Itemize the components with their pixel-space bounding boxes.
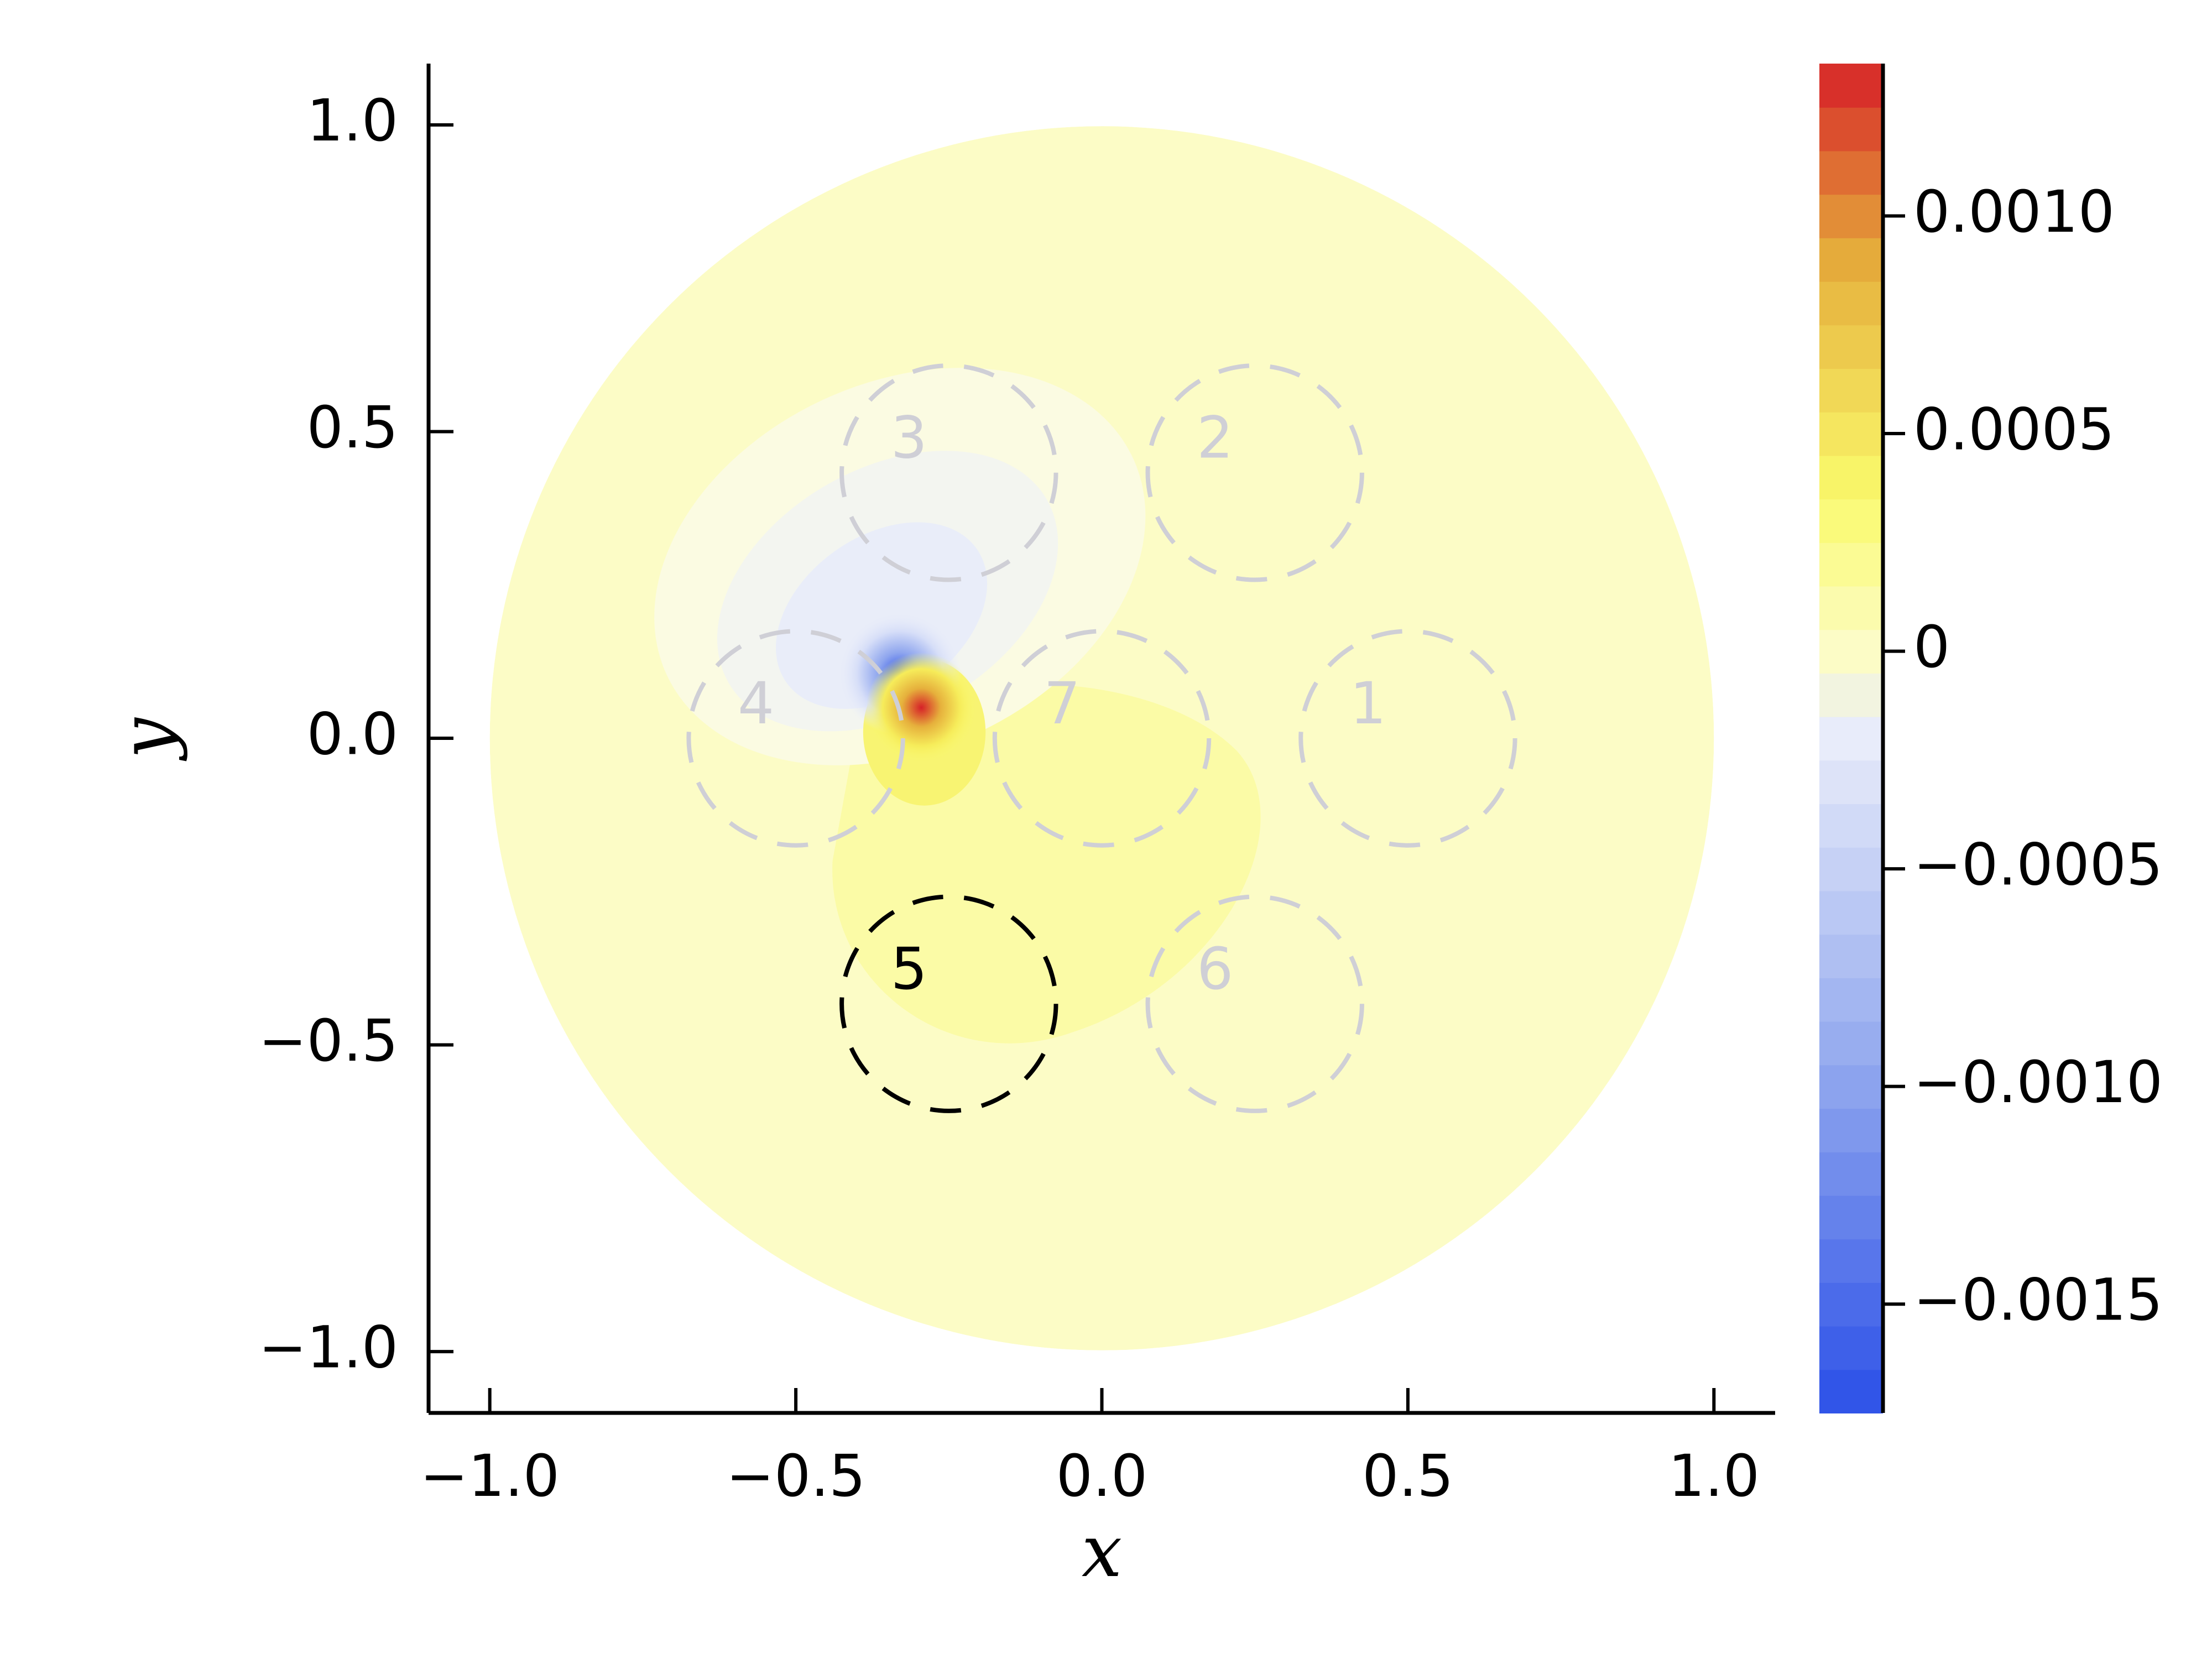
colorbar-band <box>1819 760 1883 805</box>
colorbar-band <box>1819 934 1883 978</box>
x-tick-label: 0.0 <box>1056 1442 1147 1510</box>
colorbar-band <box>1819 411 1883 456</box>
inclusion-circle-3 <box>839 363 1058 582</box>
x-axis-title: x <box>1082 1509 1122 1593</box>
colorbar-tick-label: −0.0015 <box>1913 1266 2163 1334</box>
inclusion-label-4: 4 <box>738 670 774 737</box>
colorbar-band <box>1819 325 1883 369</box>
colorbar-tick-label: 0.0005 <box>1913 395 2115 463</box>
colorbar-band <box>1819 1326 1883 1370</box>
colorbar-band <box>1819 64 1883 108</box>
colorbar-band <box>1819 586 1883 630</box>
colorbar-tick-label: −0.0005 <box>1913 831 2163 898</box>
y-tick-label: 0.5 <box>307 394 398 461</box>
colorbar: 0.0010 0.0005 0 −0.0005 −0.0010 −0.0015 <box>1819 64 2163 1413</box>
colorbar-band <box>1819 804 1883 848</box>
x-axis-ticks: −1.0 −0.5 0.0 0.5 1.0 <box>420 1388 1760 1510</box>
axes: −1.0 −0.5 0.0 0.5 1.0 −1.0 −0.5 0.0 0.5 1.0 x y <box>105 64 1775 1593</box>
inclusion-circle-1 <box>1298 629 1517 848</box>
y-tick-label: 1.0 <box>307 87 398 154</box>
inclusion-circle-6 <box>1145 894 1364 1113</box>
colorbar-band <box>1819 150 1883 195</box>
y-axis-title: y <box>105 717 189 761</box>
inclusion-circle-5 <box>839 894 1058 1113</box>
colorbar-band <box>1819 1151 1883 1196</box>
colorbar-band <box>1819 107 1883 152</box>
inclusion-label-7: 7 <box>1044 670 1080 737</box>
colorbar-band <box>1819 629 1883 674</box>
y-axis-ticks: −1.0 −0.5 0.0 0.5 1.0 <box>258 87 453 1381</box>
colorbar-band <box>1819 1065 1883 1109</box>
plot-area: 1 2 3 4 5 6 7 <box>489 126 1714 1350</box>
colorbar-band <box>1819 890 1883 935</box>
colorbar-band <box>1819 542 1883 587</box>
x-tick-label: −1.0 <box>420 1442 560 1510</box>
inclusion-label-6: 6 <box>1197 935 1233 1003</box>
inclusion-circle-4 <box>686 629 905 848</box>
positive-core <box>866 652 977 763</box>
inclusion-circles: 1 2 3 4 5 6 7 <box>686 363 1517 1113</box>
inclusion-label-1: 1 <box>1350 670 1386 737</box>
y-tick-label: 0.0 <box>307 700 398 768</box>
colorbar-bands <box>1819 64 1883 1413</box>
colorbar-band <box>1819 499 1883 543</box>
colorbar-band <box>1819 455 1883 500</box>
inclusion-circle-2 <box>1145 363 1364 582</box>
contour-field <box>489 126 1714 1350</box>
colorbar-band <box>1819 716 1883 761</box>
x-tick-label: −0.5 <box>726 1442 866 1510</box>
colorbar-band <box>1819 194 1883 238</box>
y-tick-label: −1.0 <box>258 1313 398 1381</box>
colorbar-band <box>1819 1239 1883 1283</box>
y-tick-label: −0.5 <box>258 1007 398 1074</box>
inclusion-circle-7 <box>992 629 1212 848</box>
colorbar-tick-label: −0.0010 <box>1913 1048 2163 1116</box>
x-tick-label: 0.5 <box>1362 1442 1453 1510</box>
colorbar-band <box>1819 977 1883 1022</box>
colorbar-band <box>1819 847 1883 891</box>
colorbar-band <box>1819 1108 1883 1152</box>
colorbar-band <box>1819 672 1883 717</box>
colorbar-band <box>1819 237 1883 282</box>
inclusion-label-5: 5 <box>891 935 927 1003</box>
colorbar-tick-label: 0 <box>1913 613 1950 681</box>
colorbar-band <box>1819 1369 1883 1413</box>
colorbar-band <box>1819 1195 1883 1240</box>
inclusion-label-3: 3 <box>891 404 927 472</box>
colorbar-band <box>1819 1021 1883 1066</box>
colorbar-band <box>1819 281 1883 326</box>
inclusion-label-2: 2 <box>1197 404 1233 472</box>
colorbar-ticks: 0.0010 0.0005 0 −0.0005 −0.0010 −0.0015 <box>1883 178 2163 1334</box>
colorbar-tick-label: 0.0010 <box>1913 178 2115 246</box>
x-tick-label: 1.0 <box>1668 1442 1760 1510</box>
colorbar-band <box>1819 368 1883 413</box>
colorbar-band <box>1819 1282 1883 1327</box>
